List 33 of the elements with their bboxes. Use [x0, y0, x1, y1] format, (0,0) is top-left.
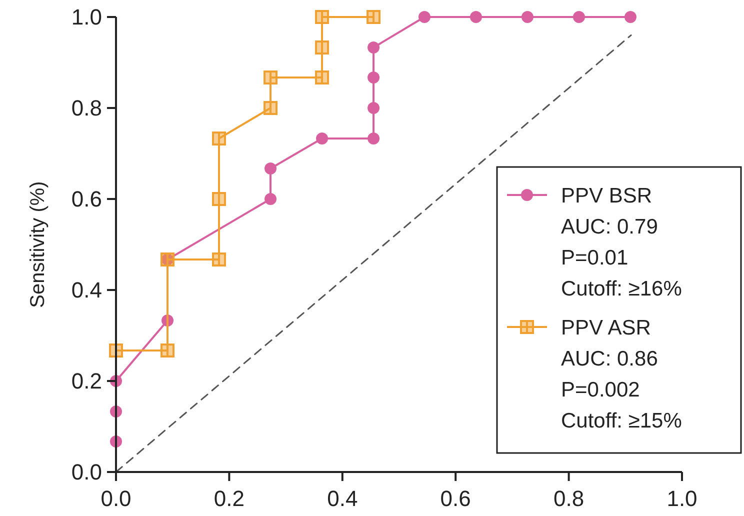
point	[572, 11, 585, 23]
y-tick-label: 0.8	[71, 96, 102, 121]
point	[470, 11, 482, 23]
y-tick-label: 1.0	[71, 4, 102, 30]
annotation: P=0.01	[561, 246, 628, 270]
point	[368, 72, 380, 84]
x-tick-label: 0.0	[100, 486, 132, 511]
x-tick-label: 1.0	[666, 486, 698, 511]
legend-label: PPV BSR	[561, 184, 652, 208]
point	[368, 41, 380, 54]
point	[368, 132, 380, 144]
x-tick-label: 0.6	[440, 486, 471, 511]
point	[264, 162, 277, 175]
y-axis-title: Sensitivity (%)	[27, 181, 49, 308]
y-tick-label: 0.4	[71, 278, 102, 303]
annotation: Cutoff: ≥15%	[561, 409, 682, 432]
legend-label: PPV ASR	[561, 316, 651, 340]
y-tick-label: 0.2	[71, 368, 102, 394]
annotation: Cutoff: ≥16%	[561, 277, 682, 300]
point	[368, 102, 380, 114]
x-tick-label: 0.4	[327, 486, 358, 511]
x-tick-label: 0.8	[554, 486, 584, 511]
point	[624, 11, 636, 23]
annotation: AUC: 0.79	[561, 215, 658, 238]
x-tick-label: 0.2	[214, 486, 244, 511]
annotation: P=0.002	[561, 378, 640, 402]
annotation: AUC: 0.86	[561, 347, 658, 370]
y-tick-label: 0.6	[71, 186, 102, 212]
point	[316, 132, 328, 144]
point	[264, 193, 277, 205]
point	[418, 11, 430, 23]
point	[521, 11, 534, 23]
y-tick-label: 0.0	[71, 460, 102, 485]
